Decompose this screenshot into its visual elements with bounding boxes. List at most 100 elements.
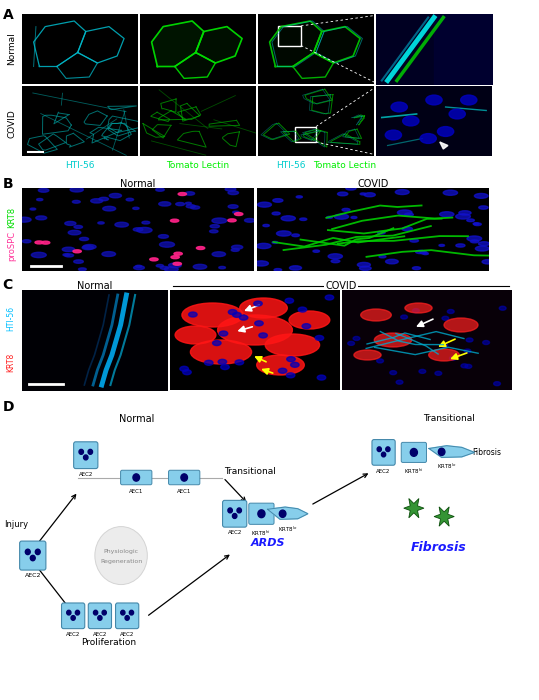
Text: Injury: Injury (4, 520, 28, 529)
Circle shape (466, 338, 473, 342)
Circle shape (196, 246, 205, 249)
Circle shape (98, 222, 104, 224)
Circle shape (402, 227, 412, 231)
Bar (295, 127, 316, 142)
Circle shape (315, 335, 323, 340)
Circle shape (74, 225, 82, 228)
Text: Normal: Normal (77, 281, 112, 291)
Ellipse shape (240, 298, 287, 318)
Circle shape (189, 312, 197, 317)
Circle shape (79, 268, 86, 271)
Circle shape (416, 251, 425, 253)
Circle shape (204, 360, 213, 365)
Circle shape (63, 253, 70, 256)
Text: Tomato Lectin: Tomato Lectin (167, 160, 230, 169)
Circle shape (391, 102, 407, 112)
Circle shape (129, 610, 134, 615)
Circle shape (212, 252, 225, 257)
Circle shape (327, 216, 333, 218)
Circle shape (170, 219, 179, 222)
Text: AEC2: AEC2 (120, 632, 134, 637)
Circle shape (396, 380, 403, 384)
Text: Normal: Normal (119, 414, 154, 424)
Text: KRT8: KRT8 (7, 206, 16, 228)
Circle shape (180, 366, 189, 371)
Circle shape (228, 191, 239, 195)
Ellipse shape (354, 350, 381, 360)
Ellipse shape (429, 349, 459, 361)
Circle shape (102, 251, 115, 256)
Circle shape (397, 210, 412, 215)
FancyBboxPatch shape (169, 470, 200, 484)
Text: Normal: Normal (120, 179, 156, 189)
Circle shape (281, 216, 295, 221)
Circle shape (410, 449, 417, 456)
Circle shape (233, 312, 241, 317)
Circle shape (160, 241, 175, 247)
Circle shape (395, 190, 409, 195)
Circle shape (258, 510, 265, 518)
Circle shape (379, 256, 386, 258)
Circle shape (254, 301, 262, 306)
Circle shape (95, 526, 147, 584)
Circle shape (254, 261, 268, 266)
Ellipse shape (374, 333, 412, 347)
Circle shape (185, 202, 191, 204)
FancyBboxPatch shape (401, 442, 426, 463)
Text: AEC1: AEC1 (177, 489, 191, 493)
Circle shape (74, 260, 84, 263)
Polygon shape (404, 498, 424, 518)
Text: KRT8$^{lo}$: KRT8$^{lo}$ (278, 525, 298, 534)
Circle shape (79, 237, 88, 241)
Circle shape (99, 197, 108, 201)
Circle shape (435, 371, 442, 375)
Text: D: D (3, 400, 14, 414)
Circle shape (348, 342, 355, 345)
Ellipse shape (257, 355, 305, 375)
FancyBboxPatch shape (372, 440, 395, 466)
Polygon shape (196, 27, 242, 63)
Circle shape (410, 239, 418, 242)
Circle shape (68, 230, 81, 235)
FancyBboxPatch shape (121, 470, 152, 484)
Text: KRT8$^{lo}$: KRT8$^{lo}$ (437, 462, 457, 471)
Circle shape (364, 193, 375, 197)
FancyBboxPatch shape (249, 503, 274, 524)
Circle shape (194, 265, 207, 269)
Circle shape (377, 447, 382, 452)
Circle shape (36, 216, 47, 220)
Ellipse shape (405, 303, 432, 313)
Text: HTI-56: HTI-56 (65, 160, 95, 169)
Text: A: A (3, 8, 13, 22)
Text: AEC2: AEC2 (24, 573, 41, 578)
Circle shape (121, 610, 125, 615)
Polygon shape (293, 52, 334, 78)
Circle shape (441, 343, 448, 347)
Circle shape (72, 200, 80, 203)
FancyBboxPatch shape (88, 603, 112, 629)
Text: Regeneration: Regeneration (100, 559, 142, 564)
Circle shape (385, 259, 398, 264)
Circle shape (150, 258, 158, 261)
Circle shape (258, 202, 272, 207)
Polygon shape (270, 21, 322, 66)
Circle shape (494, 382, 500, 386)
Text: Transitional: Transitional (423, 414, 475, 424)
Circle shape (426, 95, 442, 105)
Circle shape (286, 373, 295, 378)
Circle shape (169, 263, 181, 267)
Circle shape (300, 218, 307, 220)
Circle shape (447, 309, 454, 314)
Circle shape (257, 244, 271, 248)
Ellipse shape (361, 309, 391, 321)
Circle shape (443, 190, 458, 195)
Text: COVID: COVID (326, 281, 357, 291)
Text: KRT8$^{hi}$: KRT8$^{hi}$ (252, 528, 271, 538)
Circle shape (173, 262, 182, 265)
Circle shape (134, 266, 144, 270)
Circle shape (237, 508, 241, 513)
Circle shape (292, 234, 300, 237)
Circle shape (263, 225, 270, 227)
Circle shape (31, 252, 46, 258)
Circle shape (423, 253, 429, 255)
